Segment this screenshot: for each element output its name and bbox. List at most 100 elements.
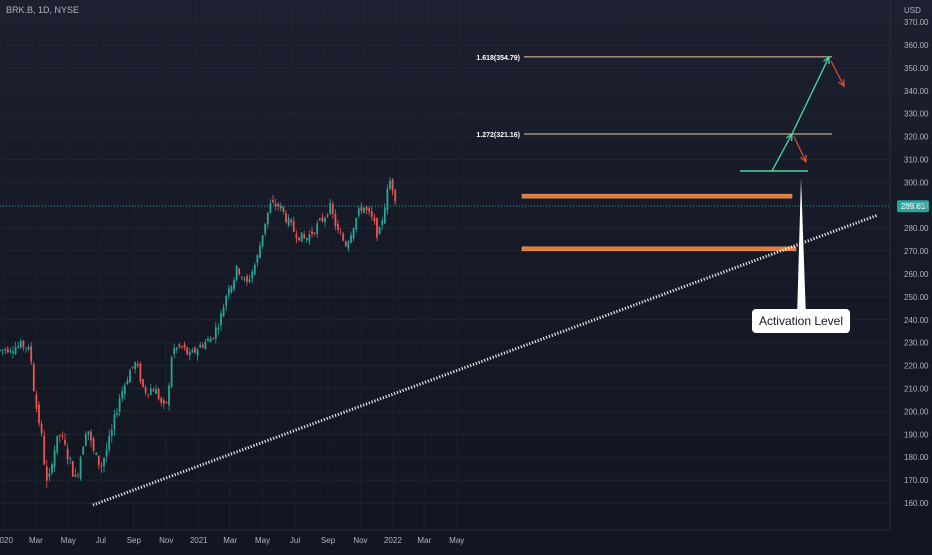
callout-pointer <box>797 178 806 318</box>
candle-body <box>79 457 82 479</box>
candle-body <box>95 452 98 455</box>
y-tick-label: 300.00 <box>904 178 929 187</box>
candle-body <box>355 217 358 230</box>
candle-body <box>4 349 7 351</box>
candle-body <box>160 397 163 403</box>
candle-body <box>27 347 30 350</box>
candle-body <box>292 221 295 232</box>
candle-body <box>248 279 251 282</box>
channel-line <box>521 193 793 199</box>
candle-body <box>201 344 204 348</box>
rising-trendline <box>92 213 879 507</box>
candle-body <box>84 434 87 446</box>
candle-body <box>391 179 394 192</box>
candle-body <box>238 268 241 275</box>
y-tick-label: 330.00 <box>904 110 929 119</box>
candle-body <box>43 435 46 465</box>
candle-body <box>40 423 43 434</box>
x-tick-label: Mar <box>29 536 43 545</box>
candle-body <box>181 346 183 348</box>
candle-body <box>253 264 256 275</box>
candle-body <box>162 400 165 405</box>
candle-body <box>9 350 12 352</box>
candle-body <box>152 389 155 392</box>
x-tick-label: Jul <box>290 536 300 545</box>
candle-body <box>378 227 381 235</box>
candle-body <box>344 241 347 247</box>
candle-body <box>126 380 129 384</box>
candle-body <box>365 206 368 210</box>
candle-body <box>277 203 280 207</box>
last-price-badge <box>897 200 929 213</box>
candle-body <box>38 404 40 424</box>
candle-body <box>118 398 121 412</box>
candle-body <box>113 414 116 430</box>
candle-body <box>259 245 261 258</box>
time-axis: 2020 Mar May Jul Sep Nov 2021 Mar May Jul Sep Nov 20… <box>0 529 890 545</box>
reversal-arrow-head <box>800 154 807 164</box>
candle-body <box>22 340 25 347</box>
candle-body <box>287 217 290 226</box>
candle-body <box>373 217 376 222</box>
candle-body <box>214 327 217 339</box>
candle-body <box>90 431 92 441</box>
candle-body <box>35 394 38 409</box>
x-tick-label: Mar <box>223 536 237 545</box>
reversal-arrow-head <box>838 79 845 88</box>
candle-body <box>165 402 168 404</box>
candle-body <box>225 295 228 307</box>
candle-body <box>139 363 142 382</box>
y-tick-label: 370.00 <box>904 18 929 27</box>
candle-body <box>295 234 298 239</box>
projection-arrow-head <box>823 55 830 64</box>
x-tick-label: Mar <box>417 536 431 545</box>
candle-body <box>313 232 316 234</box>
candle-body <box>303 234 306 239</box>
candle-body <box>155 389 157 394</box>
candle-body <box>121 391 124 399</box>
candle-body <box>66 448 69 460</box>
candle-body <box>168 385 170 406</box>
candle-body <box>134 362 137 370</box>
candle-body <box>386 188 389 211</box>
candle-body <box>45 466 48 481</box>
x-tick-label: 2021 <box>190 536 208 545</box>
x-tick-label: Nov <box>353 536 367 545</box>
candle-body <box>350 235 352 243</box>
candle-body <box>58 435 61 437</box>
candle-body <box>183 344 186 348</box>
candle-body <box>100 465 103 467</box>
candle-body <box>282 206 285 213</box>
candle-body <box>144 387 147 393</box>
fib-level-label: 1.618(354.79) <box>476 55 520 62</box>
candle-body <box>357 208 360 216</box>
candle-body <box>347 241 350 249</box>
candle-body <box>383 207 386 224</box>
fib-level-label: 1.272(321.16) <box>476 132 520 139</box>
candle-body <box>97 455 100 466</box>
x-tick-label: May <box>61 536 76 545</box>
candle-body <box>142 379 144 387</box>
candle-body <box>251 271 254 279</box>
y-tick-label: 340.00 <box>904 87 929 96</box>
candle-body <box>1 349 4 351</box>
candle-body <box>337 223 339 231</box>
candle-body <box>19 341 22 348</box>
candle-body <box>175 347 178 350</box>
candle-body <box>311 231 313 235</box>
candle-body <box>308 234 311 242</box>
candle-body <box>381 220 384 226</box>
candle-body <box>108 435 111 450</box>
candle-body <box>256 255 259 263</box>
y-tick-label: 290.00 <box>904 201 929 210</box>
candle-body <box>71 461 74 477</box>
y-tick-label: 260.00 <box>904 270 929 279</box>
candle-body <box>123 385 126 395</box>
candle-body <box>269 203 272 213</box>
x-tick-label: 2020 <box>0 536 13 545</box>
y-tick-label: 170.00 <box>904 476 929 485</box>
candle-body <box>64 439 66 445</box>
candle-body <box>352 228 355 239</box>
